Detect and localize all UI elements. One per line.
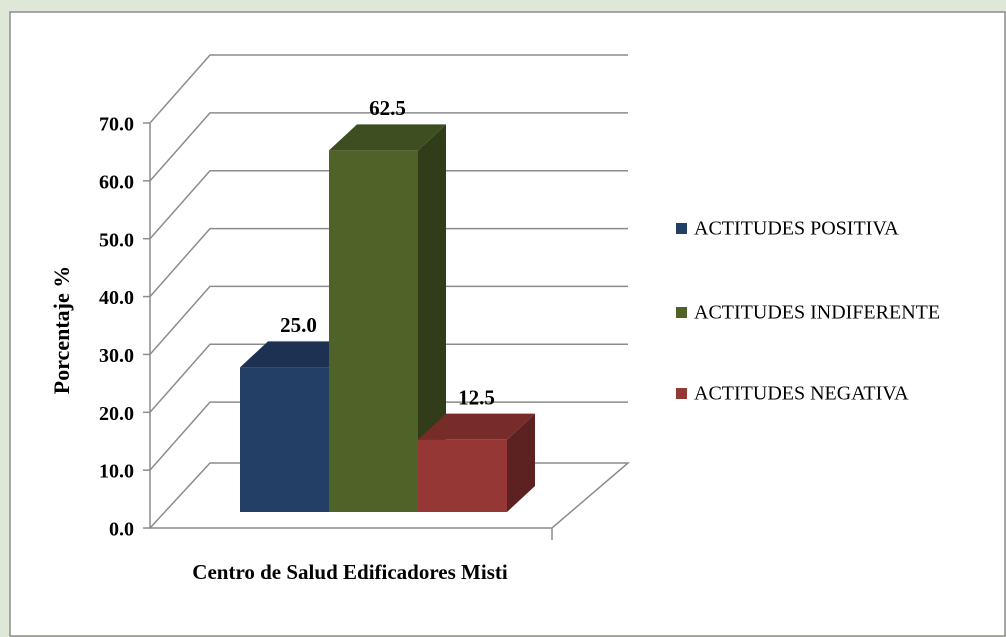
legend-swatch (676, 307, 687, 318)
grid-line (149, 401, 628, 471)
bar-side (507, 413, 535, 512)
legend-label: ACTITUDES NEGATIVA (694, 383, 909, 405)
grid-line (149, 112, 628, 182)
legend-swatch (676, 388, 687, 399)
grid-line (149, 169, 628, 240)
y-tick-label: 50.0 (99, 229, 134, 251)
legend-swatch (676, 223, 687, 234)
data-label: 62.5 (369, 96, 406, 120)
y-tick-label: 20.0 (99, 403, 134, 425)
legend-label: ACTITUDES INDIFERENTE (694, 302, 940, 324)
bar (240, 367, 329, 512)
data-label: 25.0 (280, 313, 317, 337)
y-tick-label: 40.0 (99, 287, 134, 309)
y-tick-label: 70.0 (99, 114, 134, 136)
y-tick-label: 0.0 (109, 519, 134, 541)
bar-top (418, 413, 535, 440)
chart-frame (9, 11, 1006, 637)
bar (418, 439, 507, 512)
grid-line (149, 227, 628, 298)
bar-top (240, 341, 357, 368)
x-category-label: Centro de Salud Edificadores Misti (192, 560, 508, 584)
bar-side (418, 124, 446, 513)
bar (329, 150, 418, 512)
grid-line (149, 285, 628, 355)
bar-top (329, 124, 446, 151)
y-tick-label: 10.0 (99, 461, 134, 483)
y-tick-label: 30.0 (99, 345, 134, 367)
grid-line (149, 54, 628, 124)
y-tick-label: 60.0 (99, 171, 134, 193)
grid-line (149, 343, 628, 413)
data-label: 12.5 (458, 385, 495, 409)
legend-label: ACTITUDES POSITIVA (694, 218, 899, 240)
y-axis-title: Porcentaje % (49, 266, 74, 395)
